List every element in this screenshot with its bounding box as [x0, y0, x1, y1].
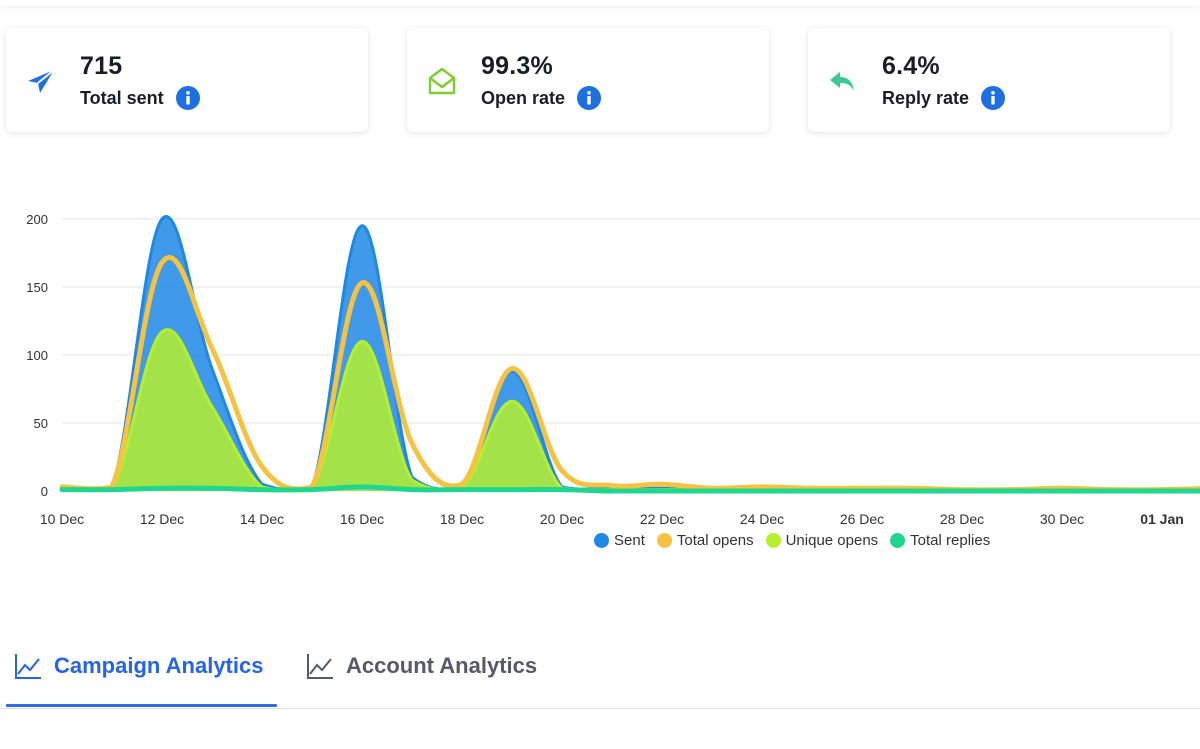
legend-item-unique-opens[interactable]: Unique opens: [765, 532, 879, 549]
legend-dot: [594, 533, 609, 548]
legend-label: Total opens: [676, 532, 754, 549]
active-tab-indicator: [6, 704, 277, 707]
stat-card-reply-rate: 6.4% Reply rate: [808, 28, 1170, 132]
open-rate-label: Open rate: [481, 87, 566, 108]
x-tick-label: 30 Dec: [1040, 511, 1084, 527]
open-rate-label-row: Open rate: [481, 86, 602, 110]
total-replies-series-line: [59, 484, 1200, 494]
x-tick-label: 26 Dec: [840, 511, 884, 527]
y-tick-label: 0: [41, 484, 48, 499]
stat-card-total-sent: 715 Total sent: [6, 28, 368, 132]
legend-dot: [890, 533, 906, 548]
top-divider: [0, 0, 1200, 6]
legend-dot: [656, 533, 672, 548]
open-rate-value: 99.3%: [481, 52, 553, 80]
open-envelope-icon: [428, 67, 456, 95]
line-chart-icon: [307, 654, 333, 679]
info-icon[interactable]: [577, 86, 602, 110]
email-activity-chart: 0 50 100 150 200 10 Dec 12 Dec 14 Dec 16 Dec 18 D…: [26, 212, 1200, 527]
x-tick-label: 14 Dec: [240, 511, 284, 527]
chart-legend: Sent Total opens Unique opens Total repl…: [594, 532, 1002, 549]
line-chart-icon: [15, 654, 41, 679]
legend-label: Unique opens: [785, 532, 879, 549]
reply-rate-value: 6.4%: [882, 52, 940, 80]
unique-opens-series-area: [62, 329, 1200, 491]
x-tick-label: 24 Dec: [740, 511, 784, 527]
x-tick-label: 16 Dec: [340, 511, 384, 527]
reply-rate-label: Reply rate: [882, 87, 970, 108]
x-tick-label: 20 Dec: [540, 511, 584, 527]
reply-rate-label-row: Reply rate: [882, 86, 1006, 110]
x-tick-label: 01 Jan: [1140, 511, 1184, 527]
total-sent-value: 715: [80, 52, 123, 80]
total-sent-label-row: Total sent: [80, 86, 200, 110]
info-icon[interactable]: [981, 86, 1006, 110]
legend-item-sent[interactable]: Sent: [594, 532, 645, 549]
reply-arrow-icon: [830, 72, 854, 91]
legend-label: Total replies: [910, 532, 991, 549]
legend-dot: [765, 533, 781, 548]
paper-plane-icon: [28, 69, 55, 93]
x-tick-label: 10 Dec: [40, 511, 84, 527]
y-tick-label: 200: [26, 212, 48, 227]
analytics-tabs: Campaign Analytics Account Analytics: [0, 630, 1200, 709]
x-tick-label: 28 Dec: [940, 511, 984, 527]
x-tick-label: 18 Dec: [440, 511, 484, 527]
tab-campaign-analytics[interactable]: Campaign Analytics: [14, 652, 263, 680]
legend-item-total-replies[interactable]: Total replies: [890, 532, 990, 549]
x-tick-label: 12 Dec: [140, 511, 184, 527]
y-tick-label: 150: [26, 280, 48, 295]
total-sent-label: Total sent: [80, 87, 164, 108]
tab-label: Campaign Analytics: [54, 653, 264, 678]
legend-item-total-opens[interactable]: Total opens: [656, 532, 754, 549]
stat-card-open-rate: 99.3% Open rate: [407, 28, 769, 132]
info-icon[interactable]: [175, 86, 200, 110]
y-tick-label: 100: [26, 348, 48, 363]
x-tick-label: 22 Dec: [640, 511, 684, 527]
legend-label: Sent: [614, 532, 645, 549]
tab-label: Account Analytics: [346, 653, 538, 678]
y-tick-label: 50: [34, 416, 48, 431]
tab-account-analytics[interactable]: Account Analytics: [306, 652, 537, 680]
